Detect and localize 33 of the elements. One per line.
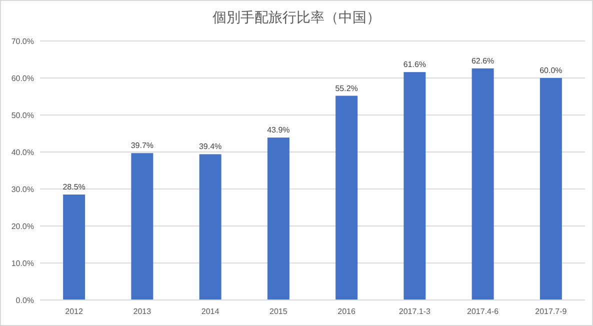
data-label: 55.2% xyxy=(335,84,358,93)
y-tick-label: 60.0% xyxy=(11,74,34,83)
y-tick-label: 50.0% xyxy=(11,111,34,120)
data-label: 39.7% xyxy=(130,141,154,150)
y-tick-label: 70.0% xyxy=(11,37,34,46)
y-tick-label: 0.0% xyxy=(16,296,34,305)
data-label: 61.6% xyxy=(403,60,426,70)
y-tick-label: 20.0% xyxy=(11,222,34,231)
y-tick-label: 30.0% xyxy=(11,185,34,194)
x-tick-label: 2012 xyxy=(65,307,84,316)
chart-title: 個別手配旅行比率（中国） xyxy=(212,9,380,25)
bar xyxy=(131,153,154,300)
data-label: 28.5% xyxy=(62,182,86,192)
bar xyxy=(63,194,86,300)
data-label: 43.9% xyxy=(267,126,290,135)
bar xyxy=(199,154,222,300)
x-tick-label: 2017.1-3 xyxy=(398,307,432,316)
x-tick-label: 2014 xyxy=(201,307,220,316)
y-tick-label: 40.0% xyxy=(11,148,34,157)
x-tick-label: 2015 xyxy=(270,307,288,316)
bar xyxy=(336,96,358,300)
x-tick-label: 2017.4-6 xyxy=(467,307,500,316)
bar xyxy=(267,138,290,300)
y-tick-label: 10.0% xyxy=(11,259,34,268)
x-tick-label: 2013 xyxy=(133,307,152,316)
bar xyxy=(472,68,494,300)
data-label: 60.0% xyxy=(540,66,562,75)
bar xyxy=(540,78,562,300)
data-label: 39.4% xyxy=(198,142,222,152)
x-tick-label: 2016 xyxy=(338,307,356,316)
bar xyxy=(404,72,426,300)
x-tick-label: 2017.7-9 xyxy=(535,307,568,316)
data-label: 62.6% xyxy=(471,56,494,66)
